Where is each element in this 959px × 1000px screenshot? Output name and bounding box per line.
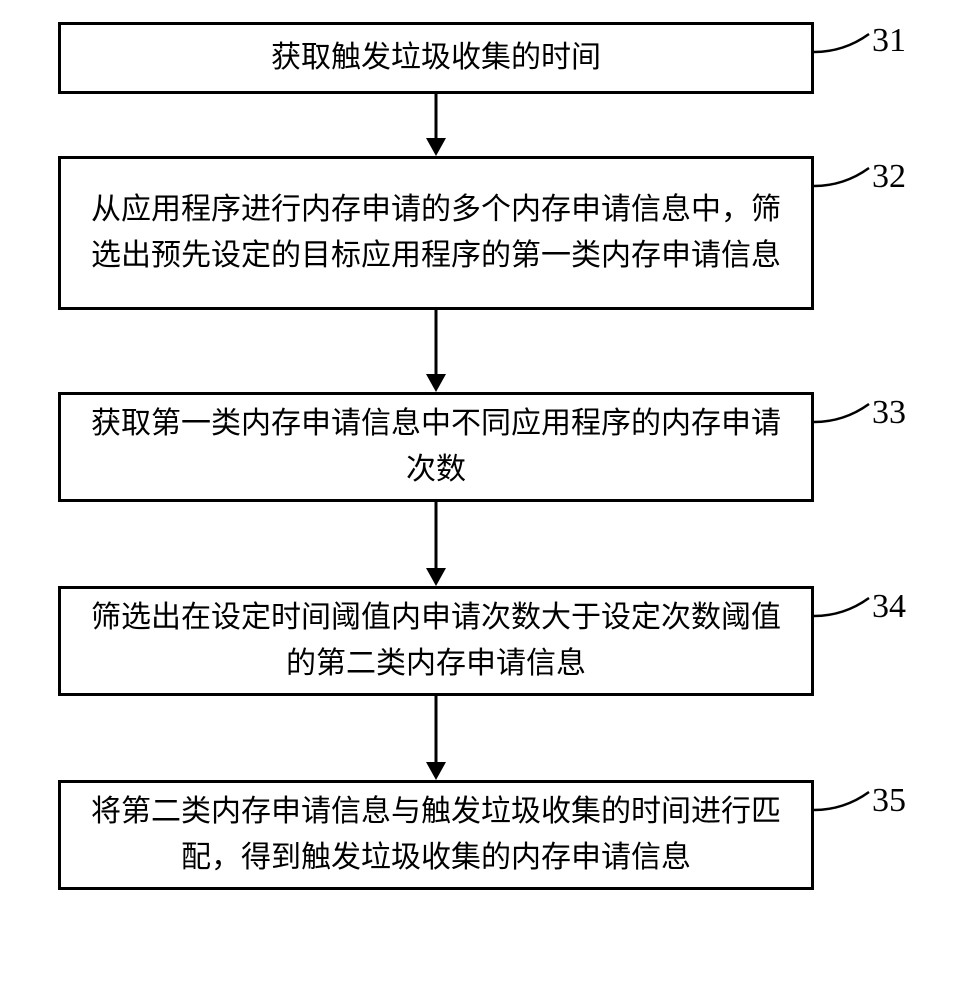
step-box-31: 获取触发垃圾收集的时间 bbox=[58, 22, 814, 94]
step-label-31: 31 bbox=[872, 22, 906, 60]
leader-31 bbox=[814, 30, 874, 60]
step-text: 筛选出在设定时间阈值内申请次数大于设定次数阈值的第二类内存申请信息 bbox=[91, 595, 781, 688]
step-text: 将第二类内存申请信息与触发垃圾收集的时间进行匹配，得到触发垃圾收集的内存申请信息 bbox=[91, 789, 781, 882]
step-box-35: 将第二类内存申请信息与触发垃圾收集的时间进行匹配，得到触发垃圾收集的内存申请信息 bbox=[58, 780, 814, 890]
arrowhead-34-35 bbox=[426, 762, 446, 780]
step-box-34: 筛选出在设定时间阈值内申请次数大于设定次数阈值的第二类内存申请信息 bbox=[58, 586, 814, 696]
arrowhead-32-33 bbox=[426, 374, 446, 392]
leader-35 bbox=[814, 788, 874, 818]
arrow-31-32 bbox=[435, 94, 438, 138]
leader-33 bbox=[814, 400, 874, 430]
step-box-33: 获取第一类内存申请信息中不同应用程序的内存申请次数 bbox=[58, 392, 814, 502]
step-text: 从应用程序进行内存申请的多个内存申请信息中，筛选出预先设定的目标应用程序的第一类… bbox=[91, 187, 781, 280]
leader-34 bbox=[814, 594, 874, 624]
arrowhead-33-34 bbox=[426, 568, 446, 586]
step-box-32: 从应用程序进行内存申请的多个内存申请信息中，筛选出预先设定的目标应用程序的第一类… bbox=[58, 156, 814, 310]
flowchart-canvas: 获取触发垃圾收集的时间 31 从应用程序进行内存申请的多个内存申请信息中，筛选出… bbox=[0, 0, 959, 1000]
arrowhead-31-32 bbox=[426, 138, 446, 156]
step-label-34: 34 bbox=[872, 588, 906, 626]
arrow-34-35 bbox=[435, 696, 438, 762]
leader-32 bbox=[814, 164, 874, 194]
arrow-33-34 bbox=[435, 502, 438, 568]
step-text: 获取触发垃圾收集的时间 bbox=[271, 35, 601, 82]
step-label-32: 32 bbox=[872, 158, 906, 196]
step-label-35: 35 bbox=[872, 782, 906, 820]
arrow-32-33 bbox=[435, 310, 438, 374]
step-text: 获取第一类内存申请信息中不同应用程序的内存申请次数 bbox=[91, 401, 781, 494]
step-label-33: 33 bbox=[872, 394, 906, 432]
